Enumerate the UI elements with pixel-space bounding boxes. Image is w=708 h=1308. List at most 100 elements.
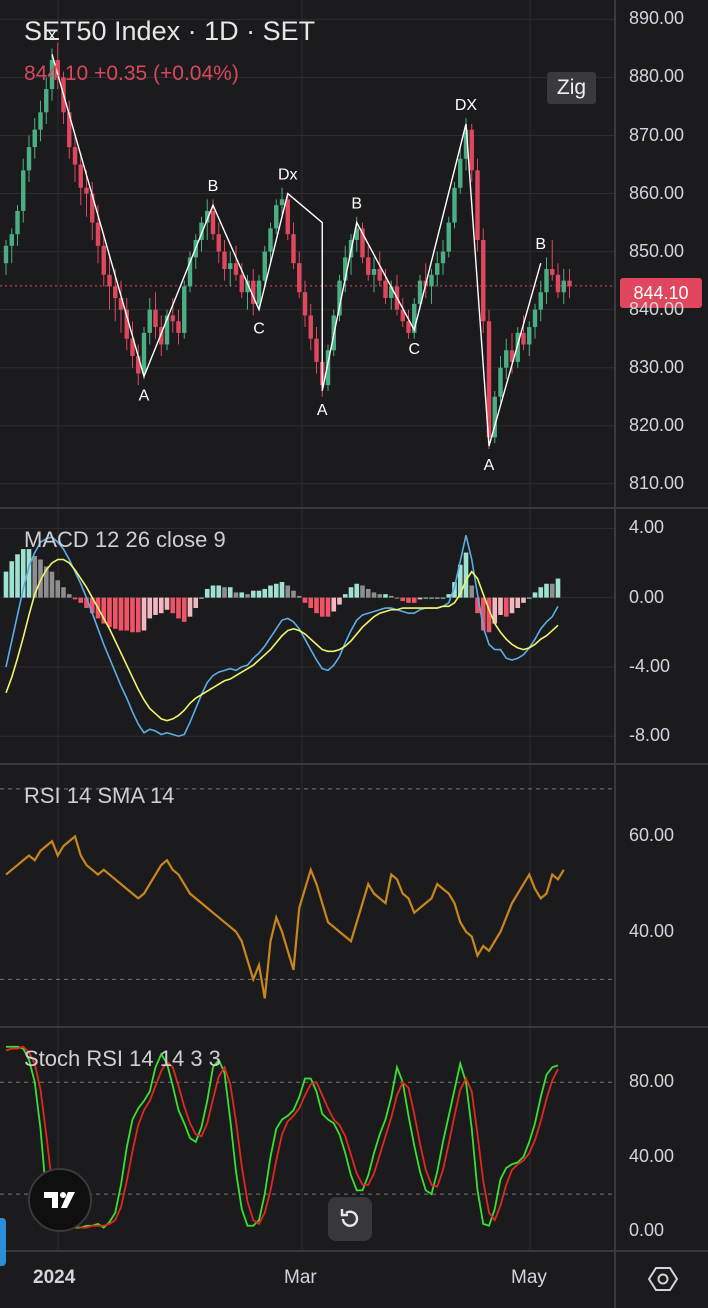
macd-histogram-bar bbox=[61, 587, 66, 598]
macd-histogram-bar bbox=[503, 597, 509, 617]
macd-histogram-bar bbox=[43, 566, 49, 598]
macd-histogram-bar bbox=[118, 597, 124, 631]
macd-histogram-bar bbox=[164, 597, 170, 610]
macd-histogram-bar bbox=[227, 587, 233, 598]
macd-histogram-bar bbox=[153, 597, 158, 615]
macd-histogram-bar bbox=[544, 583, 549, 598]
candle-body bbox=[314, 338, 319, 362]
rsi-line bbox=[5, 834, 565, 999]
candle-body bbox=[26, 147, 32, 171]
stoch-y-tick: 80.00 bbox=[629, 1071, 675, 1092]
macd-y-tick: 4.00 bbox=[629, 517, 665, 538]
macd-histogram-bar bbox=[314, 597, 319, 614]
side-panel-tab[interactable] bbox=[0, 1218, 6, 1266]
macd-histogram-bar bbox=[55, 580, 61, 598]
candle-body bbox=[38, 112, 43, 130]
macd-histogram-bar bbox=[423, 597, 429, 599]
candle-body bbox=[3, 245, 9, 264]
candle-body bbox=[360, 228, 365, 258]
price-y-tick: 880.00 bbox=[629, 66, 685, 87]
x-tick-may: May bbox=[511, 1267, 547, 1288]
candle-body bbox=[233, 263, 239, 275]
macd-histogram-bar bbox=[135, 597, 141, 633]
candle-body bbox=[176, 321, 181, 333]
candle-body bbox=[32, 129, 37, 148]
price-y-tick: 820.00 bbox=[629, 414, 685, 435]
macd-histogram-bar bbox=[158, 597, 164, 614]
macd-histogram-bar bbox=[250, 590, 256, 598]
price-y-tick: 850.00 bbox=[629, 240, 685, 261]
candle-body bbox=[383, 280, 388, 299]
candle-body bbox=[268, 228, 273, 252]
candlestick-series[interactable] bbox=[3, 42, 572, 449]
macd-histogram-bar bbox=[233, 592, 239, 598]
chart-title: SET50 Index · 1D · SET bbox=[24, 16, 316, 46]
macd-series bbox=[3, 535, 561, 738]
candle-body bbox=[216, 234, 221, 252]
candle-body bbox=[532, 309, 538, 328]
candle-body bbox=[498, 367, 503, 397]
macd-histogram-bar bbox=[440, 597, 446, 599]
signal-line bbox=[5, 558, 559, 722]
candle-body bbox=[435, 263, 440, 275]
candle-body bbox=[291, 234, 296, 264]
macd-histogram-bar bbox=[89, 597, 95, 614]
reset-icon[interactable] bbox=[328, 1197, 372, 1241]
stoch-pane-label[interactable]: Stoch RSI 14 14 3 3 bbox=[24, 1046, 221, 1071]
candle-body bbox=[159, 327, 164, 345]
macd-histogram-bar bbox=[296, 595, 302, 598]
candle-body bbox=[555, 274, 561, 293]
candle-body bbox=[153, 309, 158, 328]
candle-body bbox=[21, 170, 26, 211]
candle-body bbox=[366, 257, 371, 275]
zig-indicator-button[interactable]: Zig bbox=[547, 72, 596, 104]
macd-histogram-bar bbox=[273, 583, 279, 598]
candle-body bbox=[274, 205, 279, 229]
candle-body bbox=[302, 292, 308, 316]
macd-histogram-bar bbox=[434, 597, 440, 599]
macd-histogram-bar bbox=[371, 592, 377, 598]
stoch-y-tick: 0.00 bbox=[629, 1220, 665, 1241]
candle-body bbox=[492, 396, 497, 438]
macd-histogram-bar bbox=[268, 585, 273, 598]
price-y-tick: 810.00 bbox=[629, 472, 685, 493]
zigzag-point-label: DX bbox=[455, 97, 478, 114]
macd-histogram-bar bbox=[486, 597, 492, 633]
candle-body bbox=[187, 257, 193, 287]
candle-body bbox=[182, 286, 187, 333]
macd-y-tick: 0.00 bbox=[629, 586, 665, 607]
rsi-y-tick: 60.00 bbox=[629, 825, 675, 846]
price-y-tick: 860.00 bbox=[629, 182, 685, 203]
zigzag-point-label: C bbox=[408, 341, 420, 358]
candle-body bbox=[124, 309, 129, 339]
macd-histogram-bar bbox=[498, 597, 503, 615]
candle-body bbox=[164, 315, 170, 345]
rsi-pane-label[interactable]: RSI 14 SMA 14 bbox=[24, 783, 175, 808]
x-tick-mar: Mar bbox=[284, 1267, 317, 1288]
candle-body bbox=[486, 321, 492, 438]
zigzag-point-label: B bbox=[351, 196, 362, 213]
candle-body bbox=[325, 350, 331, 386]
rsi-series bbox=[5, 834, 565, 999]
macd-histogram-bar bbox=[406, 597, 411, 603]
x-tick-2024: 2024 bbox=[33, 1267, 76, 1288]
candle-body bbox=[67, 112, 72, 148]
last-price-badge: 844.10 bbox=[620, 278, 702, 308]
macd-histogram-bar bbox=[319, 597, 325, 617]
macd-pane-label[interactable]: MACD 12 26 close 9 bbox=[24, 527, 226, 552]
macd-histogram-bar bbox=[9, 561, 15, 598]
price-quote: 844.10 +0.35 (+0.04%) bbox=[24, 62, 239, 85]
candle-body bbox=[504, 350, 509, 368]
candle-body bbox=[228, 263, 233, 270]
candle-body bbox=[452, 187, 457, 223]
gear-icon[interactable] bbox=[647, 1266, 679, 1292]
macd-y-tick: -4.00 bbox=[629, 655, 671, 676]
macd-histogram-bar bbox=[331, 597, 337, 612]
macd-histogram-bar bbox=[400, 597, 406, 602]
tradingview-logo-icon[interactable] bbox=[28, 1168, 92, 1232]
macd-histogram-bar bbox=[239, 592, 245, 598]
macd-histogram-bar bbox=[84, 597, 89, 609]
macd-histogram-bar bbox=[325, 597, 331, 617]
macd-histogram-bar bbox=[176, 597, 181, 619]
